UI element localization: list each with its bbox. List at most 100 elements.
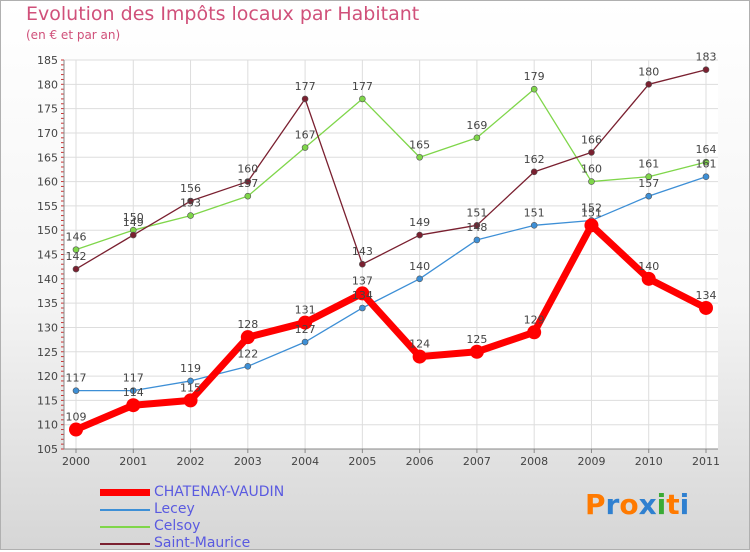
data-label: 153	[180, 197, 201, 210]
series-line-celsoy	[75, 88, 707, 251]
data-label: 165	[409, 138, 430, 151]
data-label: 117	[123, 372, 144, 385]
data-point	[244, 363, 252, 370]
data-point	[473, 134, 481, 142]
legend-label: Celsoy	[154, 518, 201, 534]
y-tick-label: 180	[37, 78, 58, 91]
logo-letter: o	[619, 488, 639, 521]
data-label: 117	[66, 372, 87, 385]
legend-label: Saint-Maurice	[154, 535, 251, 551]
data-label: 151	[466, 206, 487, 219]
data-label: 169	[466, 119, 487, 132]
data-point	[69, 422, 83, 437]
data-point	[473, 222, 481, 229]
y-tick-label: 120	[37, 370, 58, 383]
data-point	[187, 377, 194, 385]
series-line-chatenay-vaudin	[72, 221, 710, 434]
data-label: 149	[123, 216, 144, 229]
data-label: 151	[524, 206, 545, 219]
data-point	[359, 95, 366, 103]
data-point	[359, 304, 366, 312]
data-label: 152	[581, 201, 602, 214]
data-label: 131	[295, 304, 316, 317]
y-tick-label: 115	[37, 394, 58, 407]
data-point	[469, 344, 484, 359]
data-label: 166	[581, 133, 602, 146]
data-point	[584, 218, 599, 233]
data-point	[412, 349, 427, 364]
data-label: 164	[696, 143, 717, 156]
x-tick-label: 2000	[62, 455, 90, 468]
data-point	[301, 338, 309, 346]
data-label: 115	[180, 381, 201, 394]
data-point	[126, 398, 141, 413]
data-point	[588, 149, 595, 156]
y-tick-label: 140	[37, 273, 58, 286]
data-point	[702, 66, 710, 74]
data-label: 128	[237, 318, 258, 331]
data-point	[588, 178, 595, 185]
data-point	[240, 330, 255, 345]
chart-subtitle: (en € et par an)	[26, 28, 121, 42]
x-tick-label: 2008	[520, 455, 548, 468]
data-point	[72, 265, 80, 273]
y-tick-label: 135	[37, 297, 58, 310]
y-tick-label: 175	[37, 103, 58, 116]
legend-swatch	[100, 543, 150, 545]
proxiti-logo: Proxiti	[585, 488, 689, 521]
data-point	[187, 212, 194, 219]
data-point	[187, 197, 194, 205]
data-label: 180	[638, 65, 659, 78]
y-tick-label: 160	[37, 176, 58, 189]
legend-label: CHATENAY-VAUDIN	[154, 484, 285, 500]
legend-label: Lecey	[154, 501, 195, 517]
data-point	[244, 192, 252, 200]
data-point	[702, 173, 710, 180]
data-label: 161	[638, 158, 659, 171]
data-label: 148	[466, 221, 487, 234]
data-label: 125	[466, 333, 487, 346]
data-label: 183	[696, 51, 717, 64]
data-label: 134	[696, 289, 717, 302]
data-point	[301, 95, 309, 103]
data-label: 140	[638, 260, 659, 273]
data-label: 151	[581, 206, 602, 219]
x-tick-label: 2007	[463, 455, 491, 468]
series-line-lecey	[75, 176, 707, 392]
data-point	[699, 300, 713, 315]
y-tick-label: 170	[37, 127, 58, 140]
data-label: 162	[524, 153, 545, 166]
data-point	[359, 260, 366, 268]
data-label: 177	[352, 80, 373, 93]
data-label: 149	[409, 216, 430, 229]
legend-swatch	[100, 526, 150, 528]
data-label: 127	[295, 323, 316, 336]
data-label: 124	[409, 338, 430, 351]
data-label: 129	[524, 313, 545, 326]
data-label: 140	[409, 260, 430, 273]
data-label: 161	[696, 158, 717, 171]
legend: CHATENAY-VAUDIN Lecey Celsoy Saint-Mauri…	[100, 484, 360, 552]
x-tick-label: 2006	[406, 455, 434, 468]
data-point	[645, 192, 653, 200]
data-point	[645, 173, 653, 180]
data-point	[244, 178, 252, 185]
y-tick-label: 185	[37, 54, 58, 67]
data-label: 134	[352, 289, 373, 302]
data-label: 109	[66, 411, 87, 424]
legend-item-lecey: Lecey	[100, 501, 360, 518]
y-tick-label: 150	[37, 224, 58, 237]
legend-item-saint-maurice: Saint-Maurice	[100, 535, 360, 552]
data-label: 146	[66, 231, 87, 244]
legend-swatch	[100, 509, 150, 511]
legend-item-chatenay-vaudin: CHATENAY-VAUDIN	[100, 484, 360, 501]
data-label: 179	[524, 70, 545, 83]
data-point	[301, 144, 309, 151]
data-point	[530, 222, 538, 229]
x-tick-label: 2005	[348, 455, 376, 468]
data-point	[298, 315, 313, 330]
y-tick-label: 145	[37, 249, 58, 262]
data-label: 143	[352, 245, 373, 258]
y-tick-label: 110	[37, 419, 58, 432]
